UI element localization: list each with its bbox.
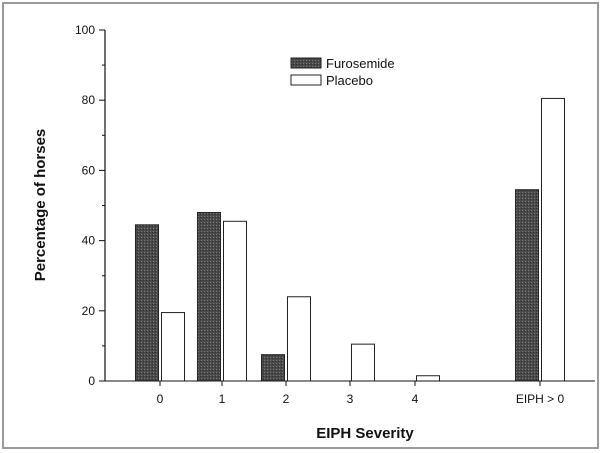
y-tick-label: 20: [82, 304, 96, 318]
bar-furosemide-2: [261, 354, 285, 382]
y-tick-label: 40: [82, 234, 96, 248]
y-tick-label: 80: [82, 93, 96, 107]
legend-label-placebo: Placebo: [326, 73, 373, 88]
legend: Furosemide Placebo: [290, 56, 395, 88]
x-tick-label: 1: [219, 392, 226, 406]
bar-furosemide-1: [197, 212, 221, 382]
bar-placebo-0: [161, 312, 185, 382]
x-tick-label: 3: [347, 392, 354, 406]
bar-placebo-1: [223, 220, 247, 382]
x-tick-label: EIPH > 0: [516, 392, 565, 406]
y-axis-title: Percentage of horses: [32, 129, 49, 282]
x-tick-label: 4: [412, 392, 419, 406]
legend-label-furosemide: Furosemide: [326, 56, 395, 71]
y-tick-label: 100: [75, 23, 95, 37]
axes-group: 0 20 40 60 80 100 0 1 2 3 4 EIPH > 0: [75, 23, 595, 406]
bar-placebo-2: [287, 296, 311, 382]
bar-placebo-4: [416, 375, 440, 382]
legend-swatch-furosemide: [290, 57, 322, 69]
y-tick-label: 60: [82, 163, 96, 177]
y-tick-label: 0: [88, 374, 95, 388]
bar-placebo-3: [351, 343, 375, 382]
x-tick-label: 0: [157, 392, 164, 406]
bars-group: [135, 97, 565, 382]
bar-furosemide-eiph-0: [515, 189, 539, 382]
legend-swatch-placebo: [290, 74, 322, 86]
x-tick-label: 2: [283, 392, 290, 406]
bar-placebo-eiph-0: [541, 97, 565, 382]
bar-furosemide-0: [135, 224, 159, 382]
x-axis-title: EIPH Severity: [316, 425, 414, 442]
